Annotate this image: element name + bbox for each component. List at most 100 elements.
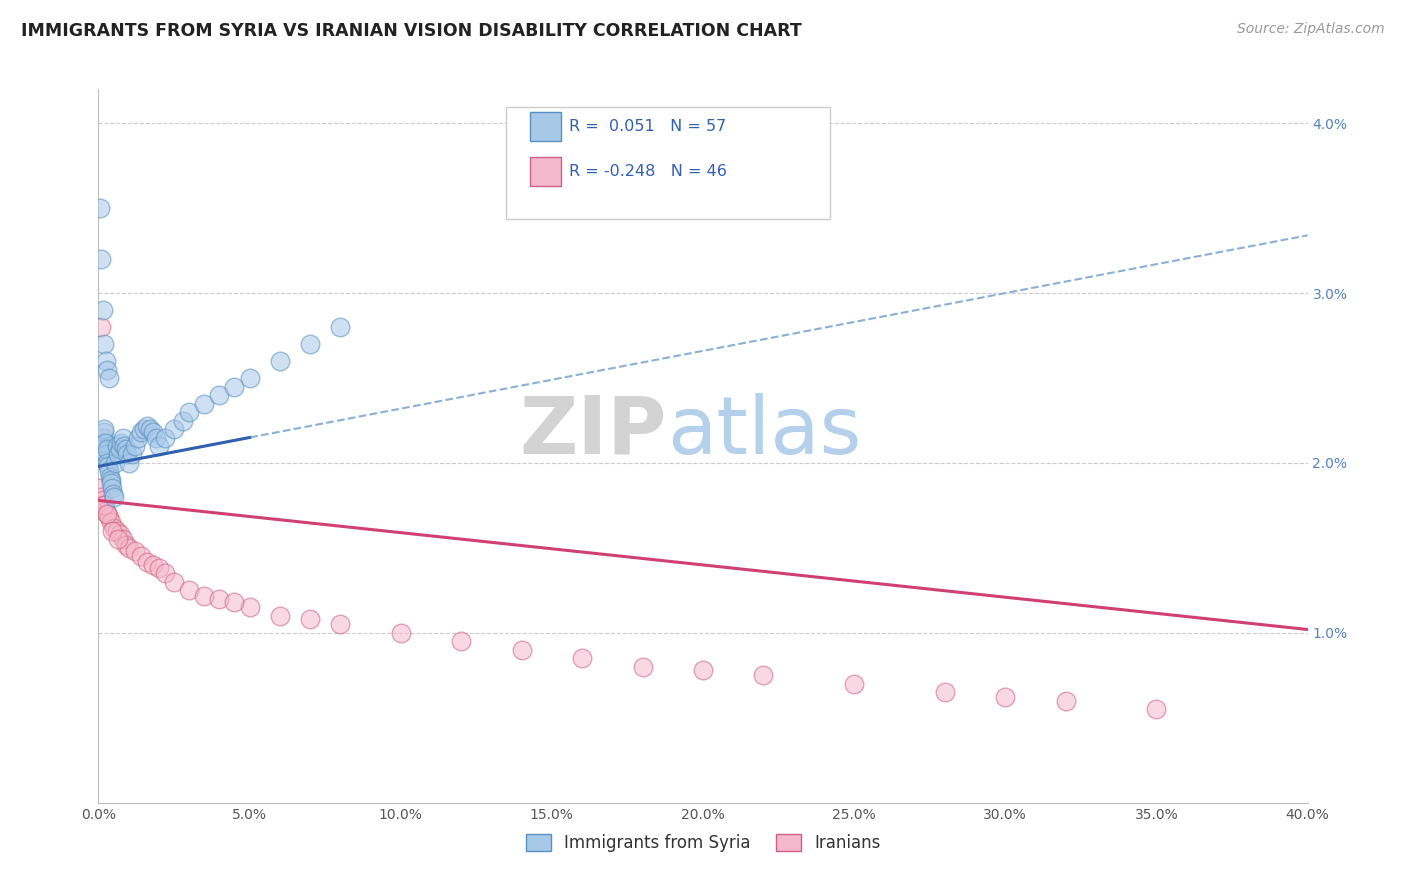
- Point: [934, 685, 956, 699]
- Point: [145, 430, 167, 444]
- Point: [299, 612, 322, 626]
- Point: [96, 456, 118, 470]
- Point: [153, 566, 176, 581]
- Point: [91, 493, 114, 508]
- Point: [91, 303, 114, 318]
- Point: [124, 439, 146, 453]
- Point: [124, 544, 146, 558]
- Point: [96, 362, 118, 376]
- Point: [98, 510, 121, 524]
- Point: [103, 490, 125, 504]
- Point: [129, 549, 152, 564]
- Point: [94, 503, 117, 517]
- Point: [208, 388, 231, 402]
- Point: [93, 425, 115, 440]
- Point: [89, 482, 111, 496]
- Point: [96, 507, 118, 521]
- Point: [115, 448, 138, 462]
- Point: [108, 527, 131, 541]
- Point: [118, 456, 141, 470]
- Point: [90, 320, 112, 334]
- Point: [132, 422, 155, 436]
- Point: [111, 533, 134, 547]
- Point: [93, 499, 115, 513]
- Point: [1054, 694, 1077, 708]
- Point: [101, 524, 124, 538]
- Point: [224, 595, 246, 609]
- Point: [98, 465, 121, 479]
- Point: [193, 396, 215, 410]
- Point: [96, 442, 118, 457]
- Point: [208, 591, 231, 606]
- Point: [510, 643, 533, 657]
- Point: [90, 439, 112, 453]
- Point: [114, 537, 136, 551]
- Point: [101, 486, 124, 500]
- Point: [135, 555, 157, 569]
- Point: [103, 520, 125, 534]
- Point: [98, 469, 121, 483]
- Text: Source: ZipAtlas.com: Source: ZipAtlas.com: [1237, 22, 1385, 37]
- Point: [94, 435, 117, 450]
- Point: [93, 422, 115, 436]
- Point: [153, 430, 176, 444]
- Point: [844, 677, 866, 691]
- Point: [127, 430, 149, 444]
- Point: [193, 589, 215, 603]
- Text: R = -0.248   N = 46: R = -0.248 N = 46: [569, 164, 727, 178]
- Point: [91, 442, 114, 457]
- Point: [94, 354, 117, 368]
- Point: [329, 617, 352, 632]
- Point: [94, 448, 117, 462]
- Point: [105, 524, 128, 538]
- Point: [142, 425, 165, 440]
- Text: atlas: atlas: [666, 392, 860, 471]
- Point: [89, 201, 111, 215]
- Point: [91, 430, 114, 444]
- Point: [90, 252, 112, 266]
- Point: [571, 651, 593, 665]
- Point: [139, 422, 162, 436]
- Point: [121, 448, 143, 462]
- Point: [163, 422, 186, 436]
- Point: [105, 439, 128, 453]
- Point: [96, 507, 118, 521]
- Point: [111, 430, 134, 444]
- Point: [104, 456, 127, 470]
- Text: IMMIGRANTS FROM SYRIA VS IRANIAN VISION DISABILITY CORRELATION CHART: IMMIGRANTS FROM SYRIA VS IRANIAN VISION …: [21, 22, 801, 40]
- Point: [98, 371, 121, 385]
- Point: [110, 435, 132, 450]
- Point: [97, 459, 120, 474]
- Point: [90, 490, 112, 504]
- Point: [994, 690, 1017, 705]
- Point: [101, 482, 124, 496]
- Point: [107, 448, 129, 462]
- Point: [108, 442, 131, 457]
- Legend: Immigrants from Syria, Iranians: Immigrants from Syria, Iranians: [519, 827, 887, 859]
- Point: [1146, 702, 1168, 716]
- Point: [148, 439, 170, 453]
- Point: [135, 418, 157, 433]
- Point: [224, 379, 246, 393]
- Point: [172, 413, 194, 427]
- Point: [269, 608, 291, 623]
- Point: [269, 354, 291, 368]
- Point: [93, 337, 115, 351]
- Point: [100, 473, 122, 487]
- Point: [93, 499, 115, 513]
- Point: [142, 558, 165, 572]
- Point: [107, 533, 129, 547]
- Point: [114, 442, 136, 457]
- Point: [450, 634, 472, 648]
- Point: [89, 448, 111, 462]
- Point: [90, 435, 112, 450]
- Point: [631, 660, 654, 674]
- Point: [112, 439, 135, 453]
- Point: [100, 476, 122, 491]
- Point: [299, 337, 322, 351]
- Point: [129, 425, 152, 440]
- Point: [118, 541, 141, 555]
- Point: [329, 320, 352, 334]
- Point: [148, 561, 170, 575]
- Point: [163, 574, 186, 589]
